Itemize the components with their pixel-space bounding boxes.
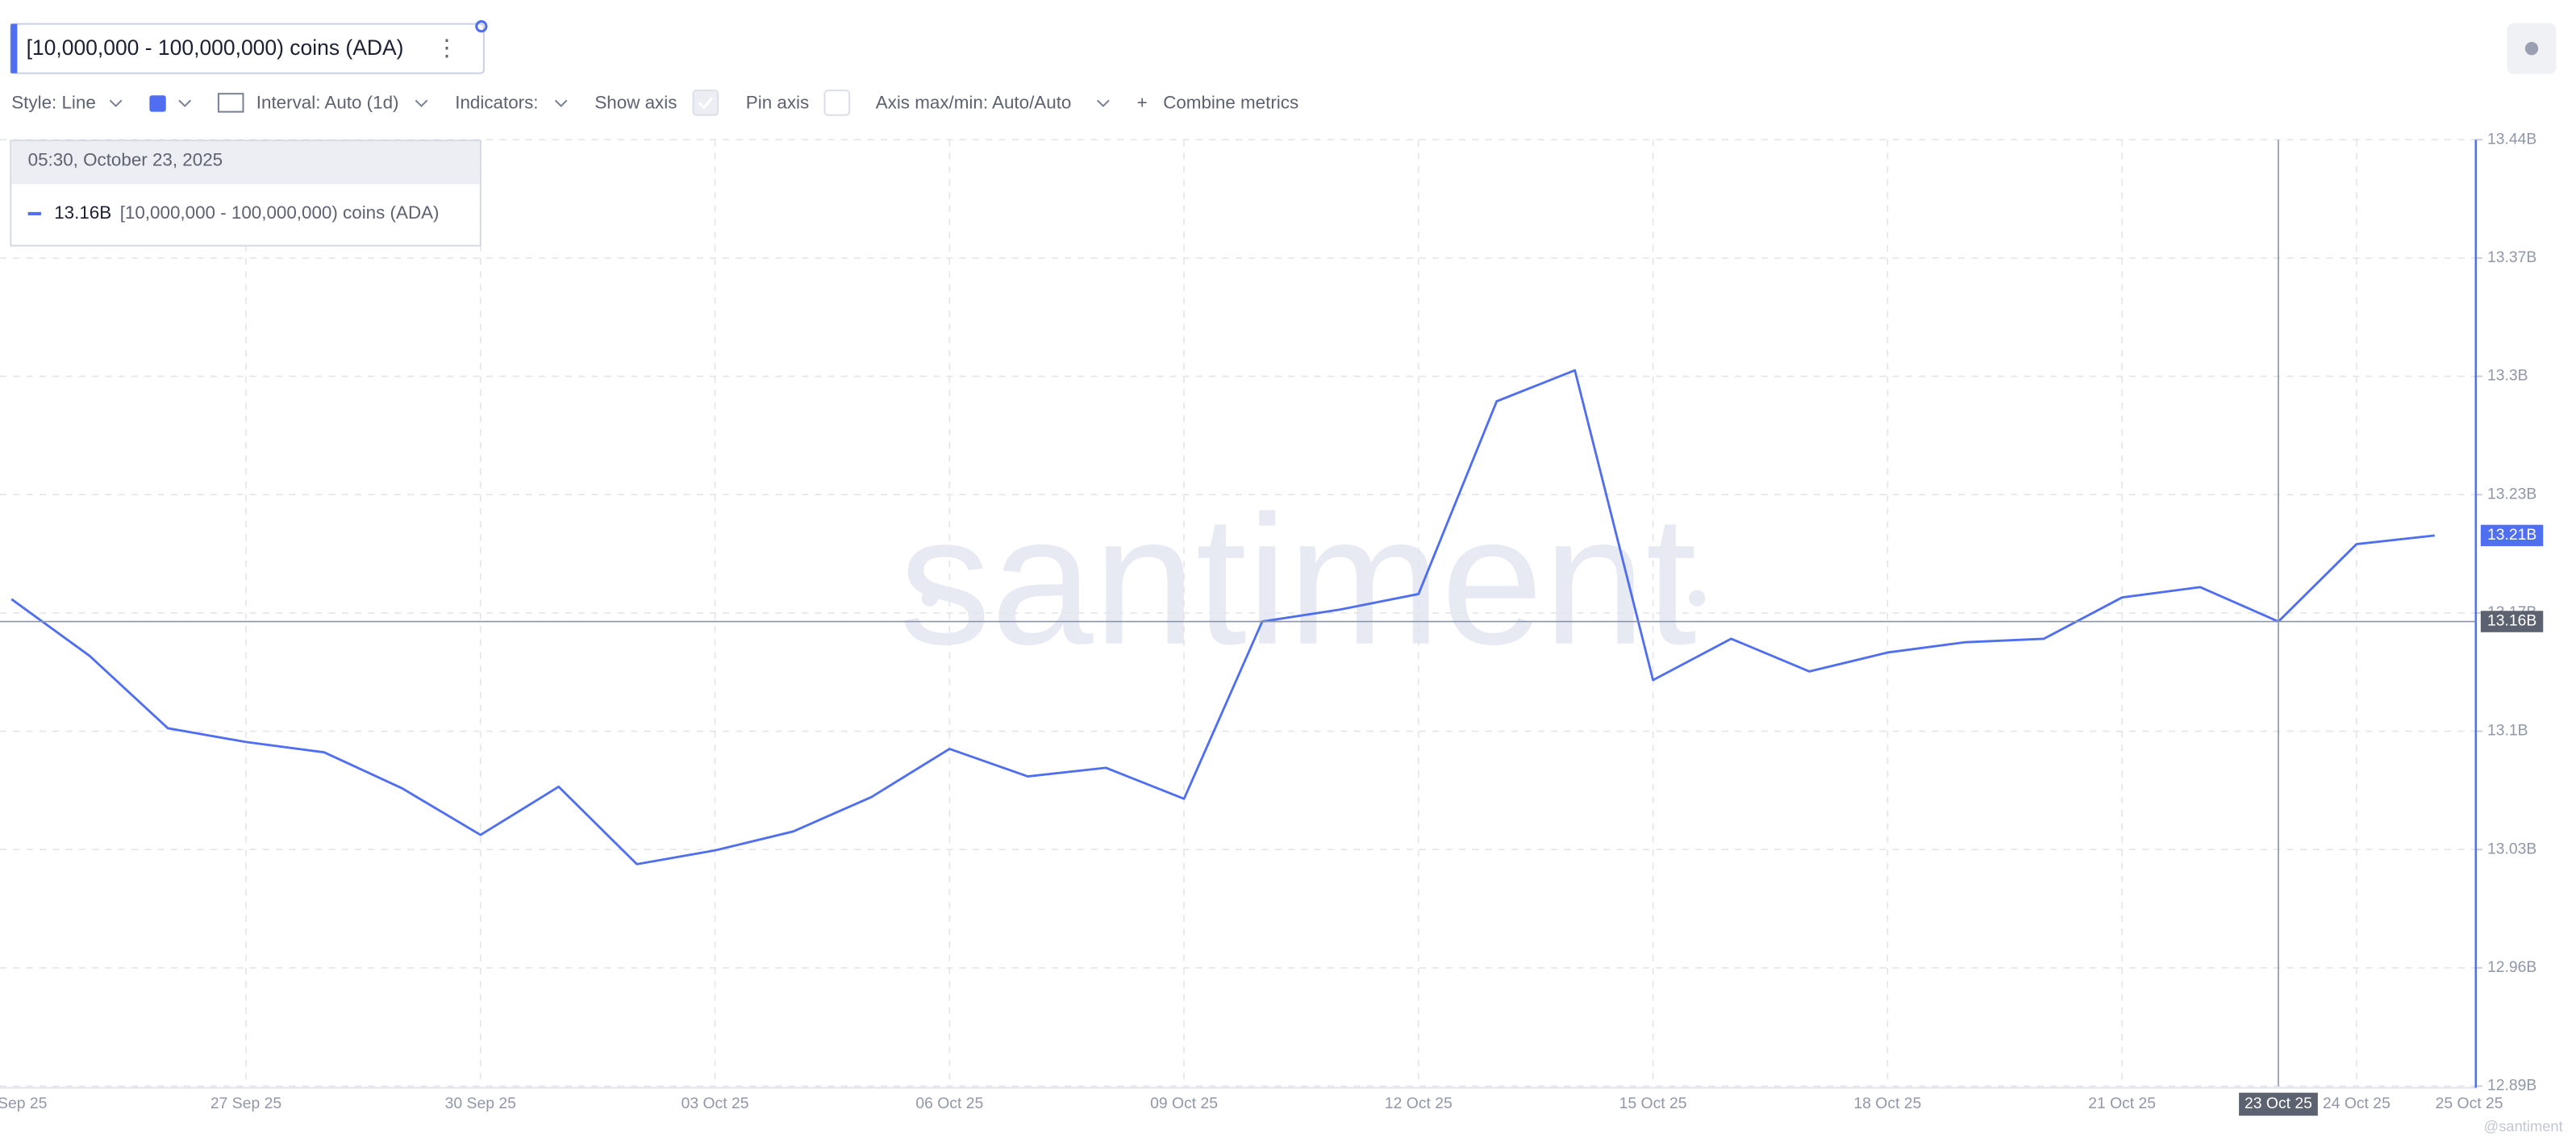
tooltip-series: [10,000,000 - 100,000,000) coins (ADA) bbox=[120, 202, 440, 223]
crosshair-date: 23 Oct 25 bbox=[2245, 1095, 2312, 1112]
last-value-tag-bg bbox=[2480, 524, 2544, 547]
chevron bbox=[178, 99, 192, 107]
y-tick-label: 13.1B bbox=[2487, 722, 2528, 740]
x-tick-label: 25 Oct 25 bbox=[2436, 1095, 2503, 1112]
show-axis-label[interactable]: Show axis bbox=[594, 92, 677, 112]
settings-icon[interactable] bbox=[475, 20, 488, 33]
watermark-dot bbox=[1689, 590, 1706, 607]
chevron bbox=[554, 99, 568, 107]
x-tick-label: 18 Oct 25 bbox=[1853, 1095, 1921, 1112]
tooltip-swatch bbox=[27, 211, 41, 215]
metric-title: [10,000,000 - 100,000,000) coins (ADA) bbox=[27, 35, 404, 60]
tooltip-time: 05:30, October 23, 2025 bbox=[28, 150, 223, 170]
series-line bbox=[10, 369, 2435, 865]
toolbar: Style: Line Interval: Auto (1d) Indicato… bbox=[11, 90, 1298, 116]
last-value-tag: 13.21B bbox=[2487, 526, 2536, 544]
tooltip-value: 13.16B bbox=[54, 202, 111, 223]
x-tick-label: 12 Oct 25 bbox=[1385, 1095, 1453, 1112]
x-tick-label: 24 Sep 25 bbox=[0, 1095, 47, 1112]
x-tick-label: 15 Oct 25 bbox=[1619, 1095, 1687, 1112]
x-tick-label: 03 Oct 25 bbox=[682, 1095, 749, 1112]
y-tick-label: 12.96B bbox=[2487, 958, 2536, 976]
pin-axis-checkbox[interactable] bbox=[823, 90, 851, 116]
plot: 23 Oct 25 13.21B 13.16B bbox=[0, 140, 2544, 1116]
x-tick-label: 21 Oct 25 bbox=[2088, 1095, 2156, 1112]
tooltip-header bbox=[11, 141, 480, 185]
y-tick-label: 13.37B bbox=[2487, 248, 2536, 266]
tooltip: 05:30, October 23, 2025 13.16B [10,000,0… bbox=[10, 140, 481, 247]
y-tick-label: 13.3B bbox=[2487, 367, 2528, 385]
crosshair-date-tag bbox=[2239, 1092, 2318, 1116]
crosshair-value-tag: 13.16B bbox=[2487, 612, 2536, 630]
watermark-dot bbox=[921, 590, 939, 607]
y-tick-label: 13.23B bbox=[2487, 485, 2536, 503]
top-right-dot bbox=[2524, 42, 2539, 56]
axis-minmax-label[interactable]: Axis max/min: Auto/Auto bbox=[876, 92, 1072, 112]
x-tick-label: 06 Oct 25 bbox=[915, 1095, 983, 1112]
credit: @santiment bbox=[2484, 1117, 2563, 1134]
grid: 12.89B12.96B13.03B13.1B13.17B13.23B13.3B… bbox=[0, 130, 2536, 1112]
watermark: santiment bbox=[899, 478, 1697, 683]
indicators-label[interactable]: Indicators: bbox=[455, 92, 538, 112]
x-tick-label: 27 Sep 25 bbox=[210, 1095, 281, 1112]
x-tick-label: 30 Sep 25 bbox=[445, 1095, 516, 1112]
y-tick-label: 12.89B bbox=[2487, 1077, 2536, 1095]
combine-label[interactable]: Combine metrics bbox=[1163, 92, 1298, 112]
interval-icon bbox=[217, 93, 244, 113]
x-tick-label: 09 Oct 25 bbox=[1150, 1095, 1218, 1112]
show-axis-checkbox[interactable] bbox=[692, 90, 719, 116]
x-tick-label: 24 Oct 25 bbox=[2323, 1095, 2391, 1112]
y-tick-label: 13.44B bbox=[2487, 130, 2536, 148]
chevron bbox=[415, 99, 428, 107]
plus-icon: + bbox=[1137, 92, 1148, 112]
crosshair-value-tag-bg bbox=[2480, 611, 2544, 632]
pin-axis-label[interactable]: Pin axis bbox=[746, 92, 809, 112]
metric-chip-bar bbox=[10, 23, 18, 73]
check bbox=[698, 97, 714, 110]
interval-label[interactable]: Interval: Auto (1d) bbox=[256, 92, 399, 112]
y-tick-label: 13.03B bbox=[2487, 840, 2536, 857]
chevron bbox=[1096, 99, 1110, 107]
more-button[interactable]: ⋮ bbox=[436, 35, 459, 61]
color-picker[interactable] bbox=[149, 95, 166, 112]
chevron bbox=[109, 99, 123, 107]
style-label[interactable]: Style: Line bbox=[11, 92, 96, 112]
